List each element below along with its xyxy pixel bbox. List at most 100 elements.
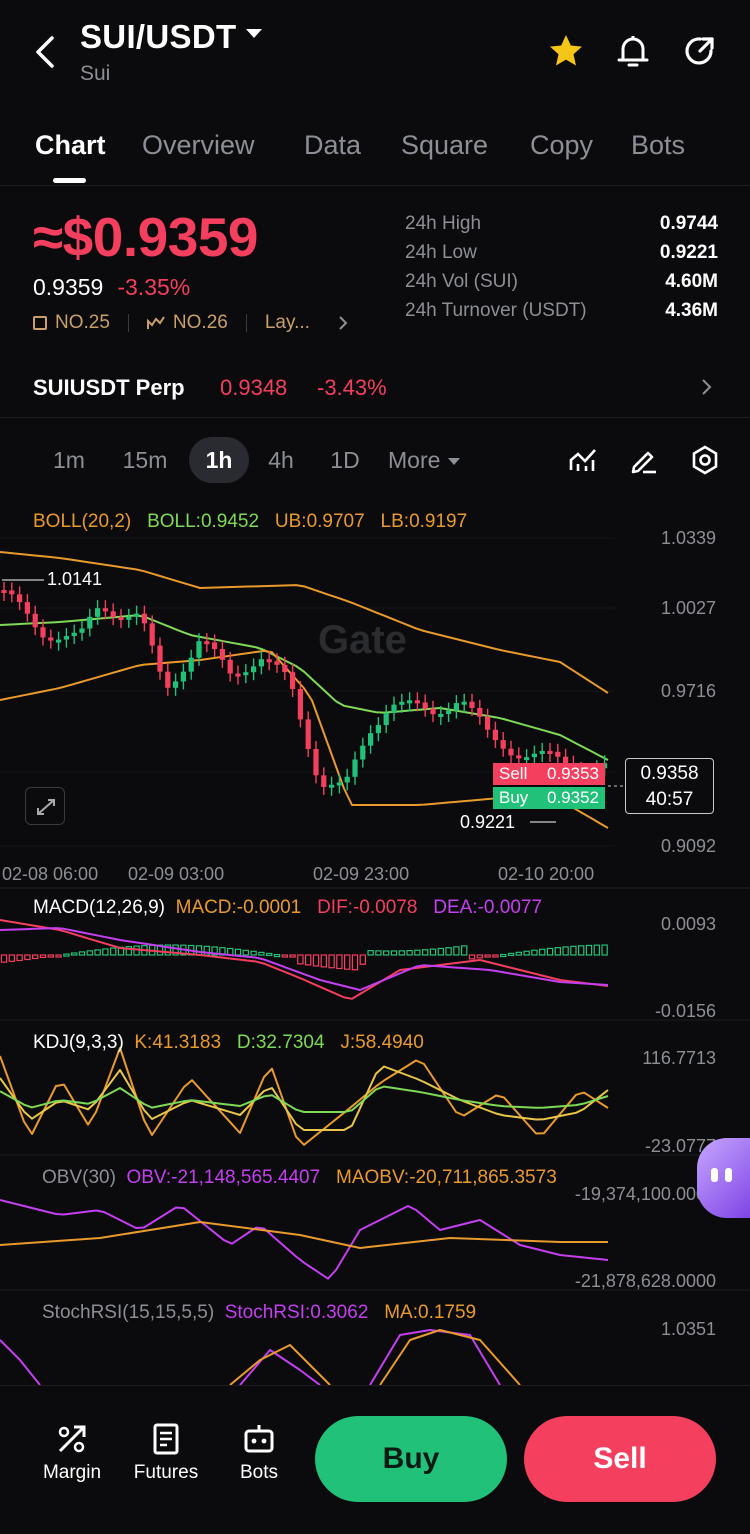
nav-bots[interactable]: Bots	[214, 1422, 304, 1484]
candle-body	[469, 701, 475, 708]
macd-bar	[195, 945, 203, 956]
candle-body	[110, 611, 116, 618]
candle-body	[40, 627, 46, 638]
candle-body	[173, 681, 179, 688]
perp-change: -3.43%	[317, 375, 387, 400]
buy-tag-price: 0.9352	[547, 788, 599, 807]
candle-body	[71, 632, 77, 637]
macd-bar	[234, 948, 242, 956]
obv-ma-line	[0, 1221, 608, 1249]
macd-dif: DIF:-0.0078	[317, 897, 418, 918]
macd-bar	[281, 954, 289, 958]
timeframe-4h[interactable]: 4h	[268, 447, 294, 473]
draw-pencil-icon[interactable]	[629, 445, 659, 475]
chart-settings-icon[interactable]	[690, 445, 720, 475]
tab-data[interactable]: Data	[304, 130, 362, 160]
macd-bar	[305, 954, 312, 966]
stochrsi-line	[0, 1339, 41, 1385]
indicator-icon[interactable]	[568, 446, 598, 474]
candle-body	[360, 745, 366, 760]
candle-body	[438, 713, 444, 717]
star-icon[interactable]	[547, 32, 585, 70]
tab-overview[interactable]: Overview	[142, 130, 255, 160]
candle-body	[321, 775, 327, 787]
macd-bar	[414, 949, 421, 956]
macd-bar	[593, 944, 601, 956]
nav-margin[interactable]: Margin	[27, 1422, 117, 1484]
bubble-eye	[711, 1168, 718, 1182]
bell-icon[interactable]	[614, 32, 652, 70]
macd-bar	[570, 945, 577, 956]
stat-value: 4.60M	[665, 271, 718, 292]
buy-button[interactable]: Buy	[315, 1416, 507, 1502]
rank-icon	[33, 316, 47, 330]
macd-bar	[266, 952, 273, 957]
back-arrow-icon[interactable]	[30, 34, 62, 70]
timeframe-more[interactable]: More	[388, 437, 483, 483]
timeframe-1h[interactable]: 1h	[189, 437, 249, 483]
macd-bar	[336, 954, 343, 970]
stochrsi-ma-line	[229, 1344, 331, 1385]
chart-area[interactable]: BOLL(20,2) BOLL:0.9452 UB:0.9707 LB:0.91…	[0, 500, 750, 1385]
tab-bar: Chart Overview Data Square Copy Bots	[0, 120, 750, 186]
macd-bar	[109, 947, 117, 956]
timeframe-1d[interactable]: 1D	[330, 447, 360, 473]
macd-bar	[398, 950, 406, 956]
assistant-bubble[interactable]	[697, 1138, 750, 1218]
macd-bar	[344, 954, 351, 970]
stat-value: 0.9744	[659, 213, 718, 234]
timeframe-1m[interactable]: 1m	[53, 447, 85, 473]
timeframe-15m[interactable]: 15m	[122, 447, 168, 473]
macd-value: MACD:-0.0001	[175, 897, 302, 918]
macd-bar	[468, 954, 476, 960]
candle-body	[391, 704, 397, 713]
nav-bots-label: Bots	[239, 1462, 279, 1483]
macd-bar	[164, 944, 171, 956]
time-axis-label: 02-08 06:00	[2, 864, 99, 884]
macd-bar	[492, 954, 499, 958]
perp-row[interactable]: SUIUSDT Perp 0.9348 -3.43%	[0, 358, 750, 418]
macd-bar	[577, 945, 585, 956]
candle-body	[32, 613, 38, 628]
candle-body	[266, 659, 272, 663]
sell-button[interactable]: Sell	[524, 1416, 716, 1502]
chart-canvas[interactable]	[0, 500, 750, 1385]
macd-bar	[39, 954, 47, 959]
candle-body	[48, 637, 54, 641]
sell-price-tag[interactable]: Sell 0.9353	[493, 763, 605, 785]
kdj-axis-label: -23.0777	[644, 1136, 716, 1156]
macd-bar	[461, 945, 468, 956]
buy-price-tag[interactable]: Buy 0.9352	[493, 787, 605, 809]
tab-copy[interactable]: Copy	[530, 130, 594, 160]
price-row: 0.9359 -3.35%	[33, 274, 190, 301]
stat-turnover: 24h Turnover (USDT) 4.36M	[405, 300, 718, 329]
nav-futures[interactable]: Futures	[121, 1422, 211, 1484]
candle-body	[516, 755, 522, 759]
nav-futures-label: Futures	[133, 1462, 199, 1483]
pair-selector[interactable]: SUI/USDT	[80, 18, 263, 56]
kdj-legend: KDJ(9,3,3) K:41.3183 D:32.7304 J:58.4940	[33, 1032, 424, 1054]
chevron-right-icon	[339, 316, 348, 330]
tab-square[interactable]: Square	[401, 130, 489, 160]
stat-vol: 24h Vol (SUI) 4.60M	[405, 271, 718, 300]
candle-body	[165, 671, 171, 688]
fullscreen-button[interactable]	[25, 787, 65, 825]
last-price: 0.9359	[33, 274, 104, 300]
candle-body	[539, 750, 545, 754]
obv-axis-label: -19,374,100.0000	[574, 1184, 716, 1204]
macd-bar	[406, 950, 413, 956]
tab-bots[interactable]: Bots	[631, 130, 686, 160]
macd-dif-line	[0, 919, 609, 1000]
candle-body	[126, 616, 132, 620]
kdj-j: J:58.4940	[340, 1032, 424, 1053]
candle-body	[235, 673, 241, 677]
candle-body	[87, 616, 93, 629]
candle-body	[149, 623, 155, 646]
candle-body	[547, 750, 553, 754]
tab-chart[interactable]: Chart	[35, 130, 106, 160]
share-icon[interactable]	[681, 32, 719, 70]
candle-body	[297, 689, 303, 720]
macd-bar	[538, 948, 546, 956]
kdj-k-line	[0, 1065, 609, 1131]
rank-row[interactable]: NO.25 NO.26 Lay...	[33, 312, 354, 334]
